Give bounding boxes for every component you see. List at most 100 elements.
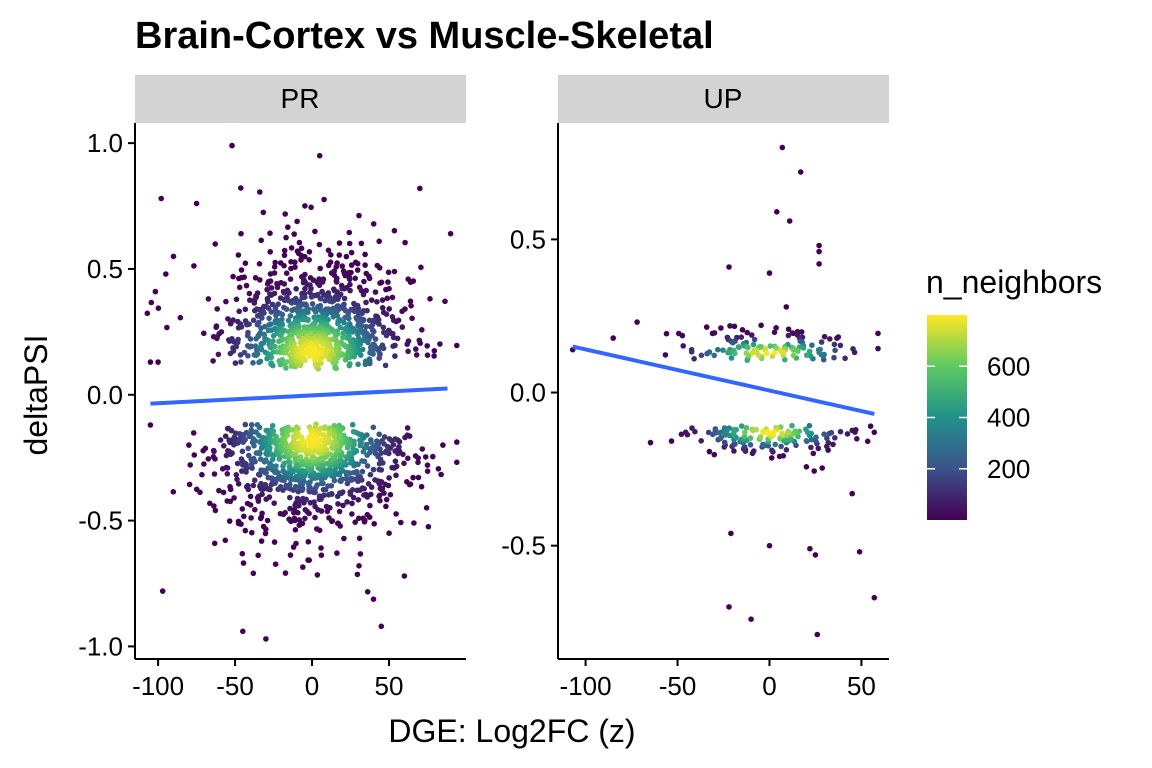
data-point — [815, 445, 822, 452]
data-point — [340, 502, 346, 509]
data-point — [405, 455, 411, 462]
data-point — [816, 349, 822, 356]
data-point — [299, 294, 306, 301]
data-point — [779, 349, 785, 355]
data-point — [766, 270, 773, 276]
data-point — [259, 315, 265, 321]
data-point — [247, 502, 254, 508]
data-point — [285, 224, 291, 230]
data-point — [233, 296, 240, 303]
data-point — [337, 457, 344, 463]
data-point — [355, 515, 362, 522]
data-point — [234, 339, 241, 346]
data-point — [241, 513, 247, 520]
data-point — [256, 472, 263, 478]
data-point — [347, 287, 353, 294]
plot-area-pr: -1.0 -0.5 0.0 0.5 1.0 -100 -50 0 50 — [78, 123, 466, 701]
data-point — [346, 229, 353, 236]
data-point — [318, 545, 324, 551]
data-point — [726, 604, 732, 610]
data-point — [288, 265, 294, 272]
data-point — [308, 349, 314, 356]
data-point — [771, 350, 777, 356]
data-point — [379, 297, 386, 303]
data-point — [249, 529, 255, 536]
data-point — [280, 468, 287, 474]
data-point — [211, 448, 217, 455]
data-point — [340, 330, 347, 337]
data-point — [266, 460, 273, 467]
data-point — [214, 335, 220, 342]
data-point — [233, 343, 240, 350]
data-point — [255, 333, 262, 339]
data-point — [284, 359, 290, 365]
data-point — [795, 348, 801, 355]
data-point — [785, 326, 792, 333]
data-point — [372, 477, 378, 483]
data-point — [367, 349, 373, 356]
data-point — [220, 489, 227, 496]
data-point — [265, 298, 272, 305]
data-point — [264, 281, 271, 287]
data-point — [404, 341, 411, 348]
data-point — [679, 332, 686, 339]
data-point — [842, 355, 848, 362]
data-point — [410, 474, 416, 481]
data-point — [277, 484, 284, 490]
data-point — [731, 323, 738, 330]
data-point — [287, 552, 294, 558]
data-point — [827, 336, 833, 342]
data-point — [809, 342, 815, 349]
data-point — [424, 352, 431, 359]
data-point — [392, 353, 398, 359]
data-point — [321, 492, 327, 499]
data-point — [864, 438, 871, 445]
data-point — [283, 234, 289, 241]
data-point — [363, 299, 369, 306]
data-point — [322, 322, 329, 329]
y-tick-label: 0.5 — [510, 224, 546, 254]
data-point — [291, 507, 298, 513]
data-point — [222, 433, 229, 440]
data-point — [390, 343, 396, 350]
data-point — [147, 422, 154, 428]
data-point — [155, 359, 161, 365]
data-point — [227, 498, 234, 505]
data-point — [317, 295, 324, 302]
data-point — [711, 352, 717, 359]
data-point — [831, 341, 838, 348]
data-point — [803, 464, 810, 470]
data-point — [757, 434, 764, 440]
data-point — [291, 231, 298, 237]
data-point — [241, 349, 248, 356]
data-point — [355, 361, 361, 368]
data-point — [271, 500, 278, 507]
data-point — [634, 319, 640, 325]
data-point — [345, 329, 351, 335]
data-point — [349, 487, 356, 493]
data-point — [310, 438, 316, 445]
panel-up: UP -0.5 0.0 0.5 -100 -50 0 50 — [501, 75, 889, 701]
data-point — [385, 269, 392, 276]
data-point — [370, 424, 377, 431]
y-axis-label: deltaPSI — [18, 335, 54, 456]
data-point — [256, 261, 263, 267]
data-point — [336, 252, 343, 258]
data-point — [438, 471, 444, 478]
data-point — [366, 317, 373, 324]
data-point — [193, 200, 200, 207]
data-point — [348, 249, 355, 256]
data-point — [454, 459, 460, 466]
data-point — [224, 471, 231, 477]
data-point — [390, 334, 397, 341]
data-point — [294, 434, 301, 440]
data-point — [329, 298, 335, 305]
data-point — [317, 265, 324, 272]
data-point — [269, 422, 276, 429]
legend-title: n_neighbors — [926, 264, 1102, 300]
data-point — [270, 362, 276, 369]
data-point — [225, 316, 231, 322]
data-point — [856, 549, 863, 555]
trend-line — [150, 386, 448, 406]
